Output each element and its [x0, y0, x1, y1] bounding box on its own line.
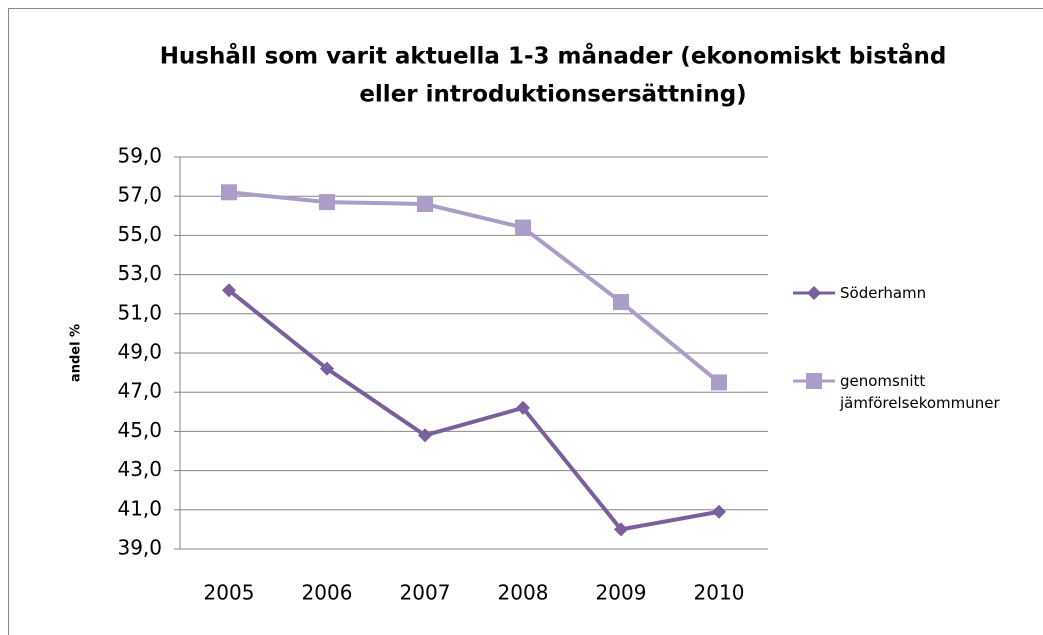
marker [515, 219, 531, 236]
series-line [228, 190, 721, 384]
chart-title: eller introduktionsersättning) [359, 82, 746, 108]
marker [221, 184, 237, 201]
y-tick-label: 49,0 [117, 340, 162, 364]
marker [711, 374, 727, 391]
y-axis-label: andel % [69, 324, 84, 382]
series-line [227, 288, 720, 532]
marker [807, 286, 821, 300]
marker [516, 400, 530, 415]
y-tick-label: 45,0 [117, 418, 162, 442]
y-tick-label: 41,0 [117, 496, 162, 520]
y-tick-label: 53,0 [117, 261, 162, 285]
y-tick-label: 43,0 [117, 457, 162, 481]
marker [614, 522, 628, 537]
chart-frame [8, 8, 1043, 635]
y-tick-label: 59,0 [117, 144, 162, 168]
x-tick-label: 2007 [400, 581, 451, 605]
marker [320, 361, 334, 376]
x-tick-label: 2005 [204, 581, 255, 605]
x-tick-label: 2006 [302, 581, 353, 605]
marker [806, 373, 822, 389]
chart-title: Hushåll som varit aktuella 1-3 månader (… [160, 43, 947, 70]
marker [613, 294, 629, 311]
marker [712, 504, 726, 519]
y-tick-label: 39,0 [117, 536, 162, 560]
legend-label: Söderhamn [840, 284, 927, 302]
x-tick-label: 2010 [694, 581, 745, 605]
y-tick-label: 47,0 [117, 379, 162, 403]
marker [319, 194, 335, 211]
y-tick-label: 55,0 [117, 222, 162, 246]
x-tick-label: 2008 [498, 581, 549, 605]
legend-label: genomsnitt jämförelsekommuner [840, 372, 1000, 412]
marker [222, 283, 236, 298]
y-tick-label: 57,0 [117, 183, 162, 207]
y-tick-label: 51,0 [117, 300, 162, 324]
marker [418, 428, 432, 443]
x-tick-label: 2009 [596, 581, 647, 605]
marker [417, 196, 433, 213]
